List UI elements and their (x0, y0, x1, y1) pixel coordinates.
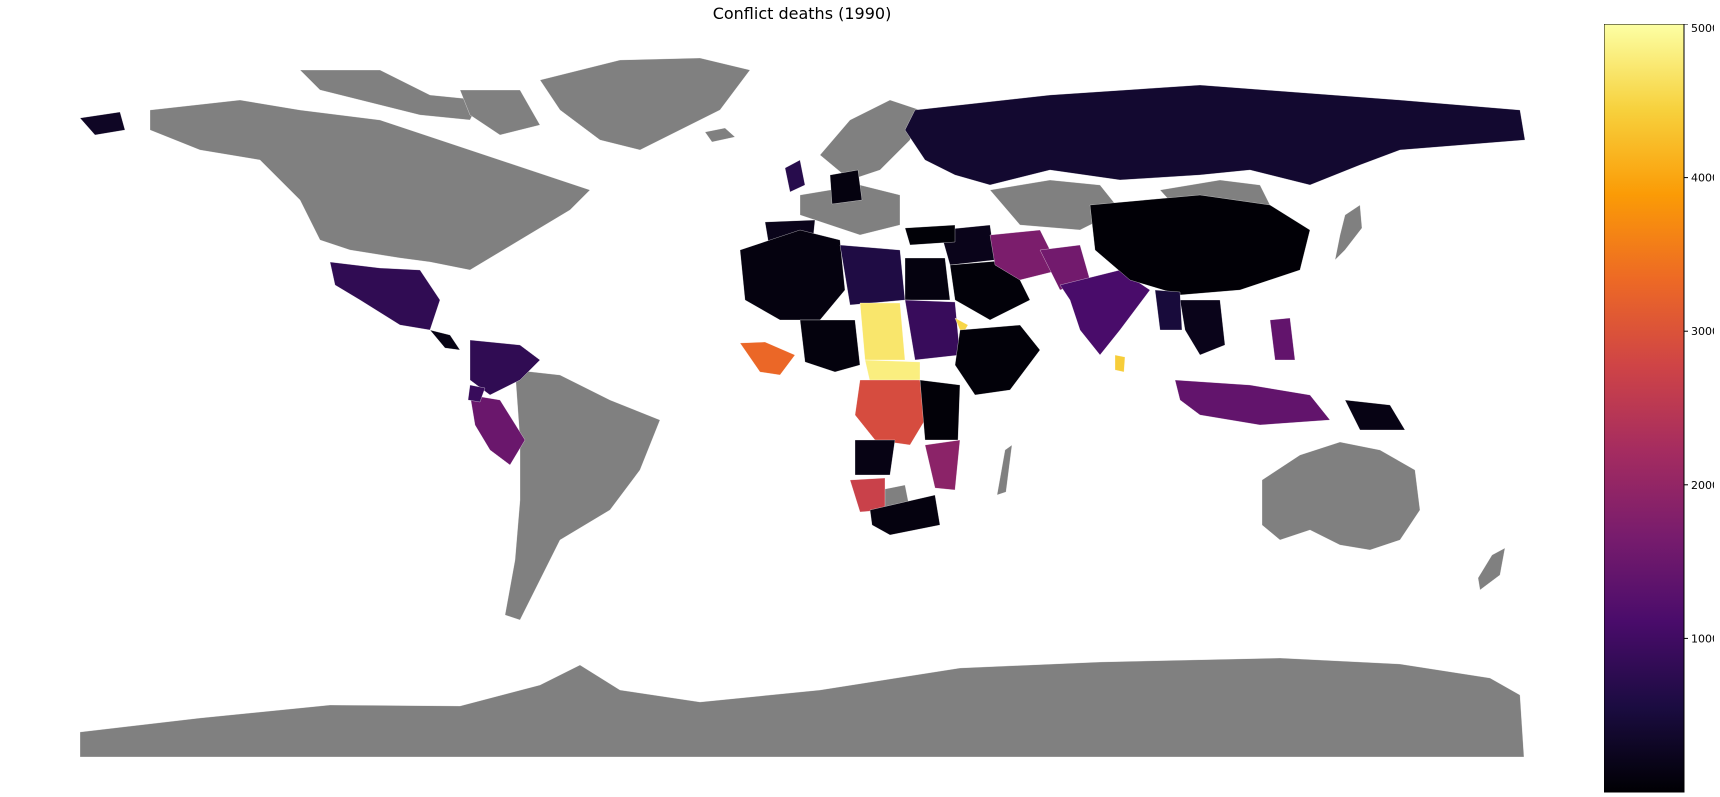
region-arctic-islands[interactable] (299, 69, 481, 121)
country-egypt[interactable] (904, 257, 951, 301)
region-central-europe[interactable] (799, 184, 901, 236)
region-north-america[interactable] (149, 99, 591, 271)
colorbar-tick-label: 5000 (1691, 24, 1714, 35)
world-choropleth-map (79, 57, 1526, 758)
region-madagascar[interactable] (996, 444, 1013, 496)
region-baffin[interactable] (459, 89, 541, 136)
region-australia[interactable] (1261, 441, 1421, 551)
map-title: Conflict deaths (1990) (712, 4, 892, 23)
country-central-african-rep[interactable] (864, 359, 921, 383)
region-antarctica[interactable] (79, 657, 1525, 758)
no-data-countries (79, 57, 1525, 758)
colorbar-tick-label: 4000 (1691, 172, 1714, 185)
country-ecuador[interactable] (467, 384, 486, 403)
colorbar: 1000 2000 3000 4000 5000 (1604, 24, 1714, 793)
country-sri-lanka[interactable] (1114, 354, 1126, 373)
region-japan[interactable] (1334, 204, 1363, 261)
region-greenland[interactable] (539, 57, 751, 151)
colorbar-tick-label: 3000 (1691, 325, 1714, 338)
region-scandinavia[interactable] (819, 99, 921, 181)
country-russia[interactable] (904, 84, 1526, 186)
country-india[interactable] (1059, 269, 1151, 356)
country-myanmar[interactable] (1154, 289, 1183, 331)
colorbar-tick-label: 1000 (1691, 632, 1714, 645)
region-new-zealand[interactable] (1477, 547, 1506, 591)
country-ethiopia-somalia[interactable] (954, 324, 1041, 396)
country-indonesia[interactable] (1174, 379, 1331, 426)
country-chad[interactable] (859, 302, 906, 361)
country-papua[interactable] (1344, 399, 1406, 431)
data-countries (79, 84, 1526, 536)
country-sudan[interactable] (904, 299, 961, 361)
country-china[interactable] (1089, 194, 1311, 296)
colorbar-tick-label: 2000 (1691, 479, 1714, 492)
country-mexico[interactable] (329, 261, 441, 331)
country-venezuela-colombia[interactable] (469, 339, 541, 396)
region-iceland[interactable] (704, 127, 736, 143)
country-uk-ireland[interactable] (784, 159, 806, 193)
country-east-africa[interactable] (919, 379, 961, 441)
country-libya[interactable] (839, 244, 906, 306)
country-central-america[interactable] (429, 329, 461, 351)
country-liberia-sierra-leone[interactable] (739, 341, 796, 376)
country-north-africa-west[interactable] (739, 229, 846, 321)
country-peru[interactable] (469, 394, 526, 466)
country-drc[interactable] (854, 379, 926, 446)
country-south-africa[interactable] (869, 494, 941, 536)
country-germany-area[interactable] (829, 169, 863, 205)
country-iran[interactable] (989, 229, 1061, 281)
country-mozambique[interactable] (924, 439, 961, 491)
country-namibia[interactable] (849, 477, 886, 513)
region-south-america[interactable] (504, 369, 661, 621)
country-alaska[interactable] (79, 111, 126, 136)
country-angola[interactable] (854, 439, 896, 476)
country-turkey[interactable] (904, 224, 956, 246)
colorbar-gradient (1604, 24, 1685, 793)
country-west-africa[interactable] (799, 319, 861, 373)
country-southeast-asia[interactable] (1179, 299, 1226, 356)
country-philippines[interactable] (1269, 317, 1296, 361)
